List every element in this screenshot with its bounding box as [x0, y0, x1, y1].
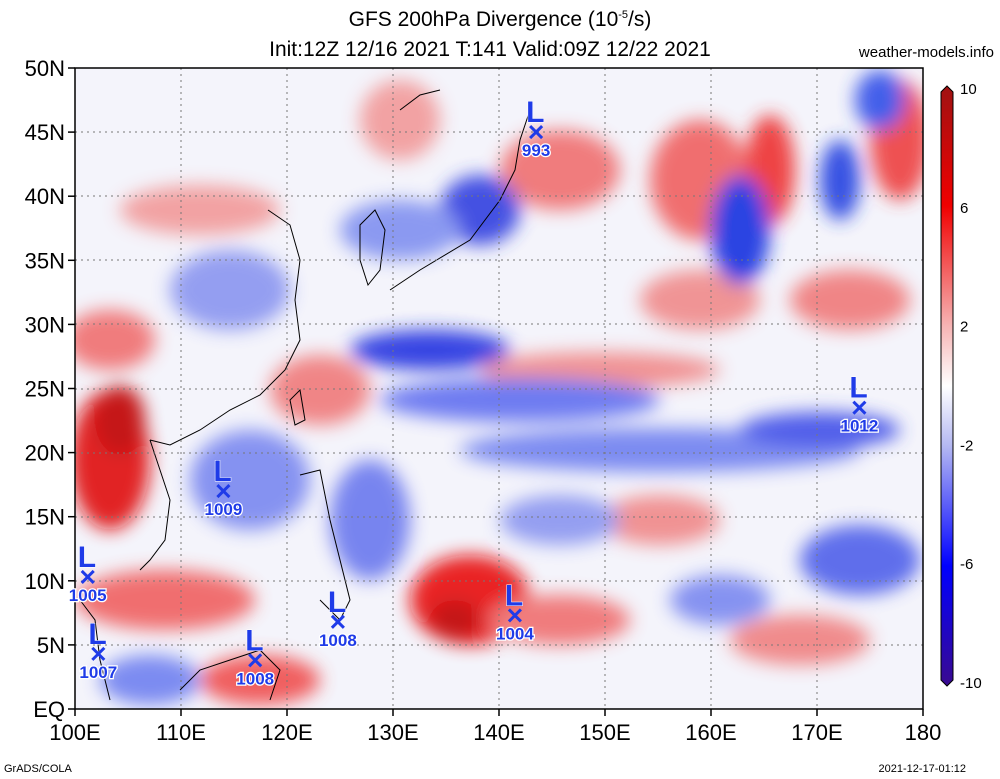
low-letter: L [88, 618, 106, 651]
colorbar-scale [940, 85, 954, 687]
low-pressure-label: 1009 [204, 500, 242, 519]
lat-tick-label: 50N [25, 56, 65, 81]
colorbar: 10 6 2 -2 -6 -10 [940, 81, 982, 692]
low-letter: L [526, 96, 544, 129]
lon-tick-label: 160E [685, 720, 736, 745]
lon-tick-label: 170E [791, 720, 842, 745]
low-letter: L [245, 624, 263, 657]
map-grid [75, 68, 923, 709]
low-letter: L [328, 586, 346, 619]
low-center-mark [80, 569, 95, 585]
lon-tick-label: 120E [261, 720, 312, 745]
low-pressure-label: 1012 [840, 417, 878, 436]
low-marker: L 1007 [78, 617, 118, 683]
low-pressure-label: 1004 [496, 624, 534, 643]
lat-tick-label: 20N [25, 441, 65, 466]
low-marker: L 1005 [68, 540, 108, 606]
lon-axis: 100E 110E 120E 130E 140E 150E 160E 170E 180 [49, 709, 941, 745]
low-pressure-label: 1008 [319, 631, 357, 650]
lat-tick-label: 5N [37, 633, 65, 658]
low-marker: L 1009 [203, 455, 243, 521]
low-letter: L [505, 579, 523, 612]
low-marker: L 993 [521, 96, 552, 162]
lat-tick-label: 10N [25, 569, 65, 594]
lon-tick-label: 100E [49, 720, 100, 745]
lon-tick-label: 180 [905, 720, 942, 745]
lon-tick-label: 110E [156, 720, 206, 745]
footer-timestamp: 2021-12-17-01:12 [878, 763, 966, 775]
lat-axis: 50N 45N 40N 35N 30N 25N 20N 15N 10N 5N EQ [25, 56, 75, 722]
low-marker: L 1008 [235, 624, 275, 690]
lat-tick-label: 45N [25, 120, 65, 145]
lat-tick-label: 15N [25, 505, 65, 530]
colorbar-label: 6 [960, 200, 968, 217]
lat-tick-label: 25N [25, 377, 65, 402]
colorbar-label: -6 [960, 556, 973, 573]
low-marker: L 1004 [495, 579, 536, 645]
coastlines [79, 89, 531, 701]
footer-left: GrADS/COLA [4, 763, 72, 775]
low-center-mark [91, 646, 106, 661]
divergence-field [75, 70, 923, 705]
lon-tick-label: 140E [473, 720, 524, 745]
low-marker: L 1012 [839, 371, 879, 437]
low-letter: L [849, 372, 867, 405]
colorbar-label: 10 [960, 81, 977, 98]
lon-tick-label: 150E [579, 720, 630, 745]
colorbar-labels: 10 6 2 -2 -6 -10 [960, 81, 982, 692]
chart-title: GFS 200hPa Divergence (10-5/s) [348, 8, 652, 31]
lat-tick-label: 30N [25, 312, 65, 337]
low-letter: L [78, 541, 96, 574]
low-pressure-label: 1008 [236, 669, 274, 688]
low-marker: L 1008 [318, 585, 358, 651]
low-markers: L 993 L 1012 L 1009 L 1005 L 1004 L 1008 L 1008 L 1007 [68, 96, 880, 690]
colorbar-label: -2 [960, 437, 973, 454]
low-center-mark [529, 125, 544, 140]
colorbar-label: 2 [960, 319, 968, 336]
low-center-mark [330, 614, 345, 629]
chart-subtitle: Init:12Z 12/16 2021 T:141 Valid:09Z 12/2… [269, 38, 711, 61]
low-center-mark [852, 400, 867, 415]
low-center-mark [507, 608, 522, 623]
low-center-mark [216, 483, 231, 499]
low-center-mark [248, 653, 263, 668]
low-pressure-label: 993 [522, 141, 550, 160]
lat-tick-label: EQ [33, 697, 65, 722]
lat-tick-label: 35N [25, 248, 65, 273]
low-pressure-label: 1007 [79, 663, 117, 682]
low-pressure-label: 1005 [69, 586, 107, 605]
lon-tick-label: 130E [367, 720, 418, 745]
site-credit: weather-models.info [858, 44, 994, 61]
lat-tick-label: 40N [25, 184, 65, 209]
colorbar-label: -10 [960, 675, 982, 692]
low-letter: L [213, 455, 231, 488]
